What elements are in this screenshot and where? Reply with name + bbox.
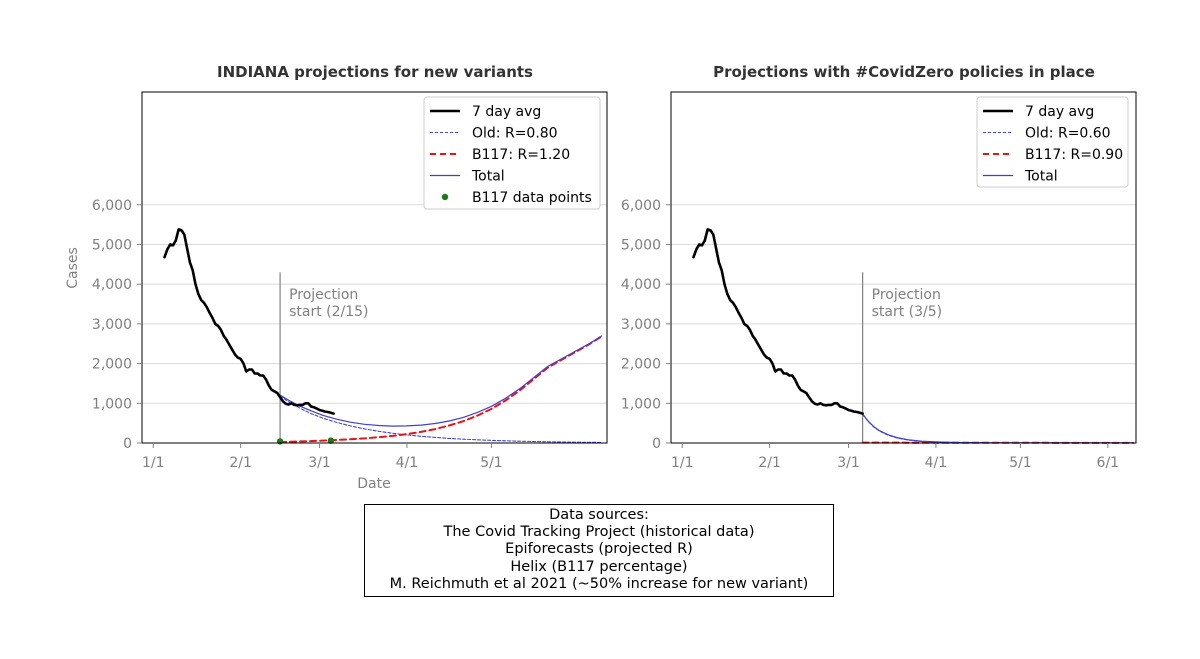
y-tick-label: 6,000	[92, 198, 132, 214]
legend-label: Total	[471, 169, 505, 185]
projection-start-label: start (2/15)	[289, 304, 368, 320]
legend-label: 7 day avg	[1025, 104, 1094, 120]
data-source-line: Helix (B117 percentage)	[510, 558, 688, 575]
data-sources-box: Data sources: The Covid Tracking Project…	[364, 504, 834, 597]
chart-left-y-ticks: 0 1,000 2,000 3,000 4,000 5,000 6,000	[92, 198, 142, 452]
series-line-total	[861, 413, 1134, 444]
series-line-avg	[692, 228, 864, 415]
chart-right-y-ticks: 0 1,000 2,000 3,000 4,000 5,000 6,000	[621, 198, 671, 452]
x-tick-label: 4/1	[396, 455, 419, 471]
chart-left-axes-frame	[141, 91, 608, 444]
chart-left: INDIANA projections for new variants Pro…	[65, 63, 608, 492]
y-tick-label: 3,000	[621, 317, 661, 333]
y-tick-label: 5,000	[621, 237, 661, 253]
y-tick-label: 6,000	[621, 198, 661, 214]
x-tick-label: 2/1	[758, 455, 781, 471]
projection-start-label: start (3/5)	[872, 304, 943, 320]
x-tick-label: 5/1	[1009, 455, 1032, 471]
data-sources-heading: Data sources:	[549, 507, 649, 523]
chart-right-x-ticks: 1/1 2/1 3/1 4/1 5/1 6/1	[671, 443, 1119, 471]
y-tick-label: 3,000	[92, 317, 132, 333]
chart-right-axes-frame	[670, 91, 1137, 444]
legend-box	[976, 96, 1129, 188]
projection-start-label: Projection	[289, 287, 358, 303]
x-tick-label: 3/1	[308, 455, 331, 471]
chart-right-legend: 7 day avg Old: R=0.60 B117: R=0.90 Total	[976, 96, 1129, 188]
y-tick-label: 1,000	[92, 396, 132, 412]
legend-label: Old: R=0.80	[472, 126, 558, 142]
legend-label: B117: R=1.20	[472, 147, 570, 163]
y-tick-label: 0	[123, 436, 132, 452]
y-tick-label: 4,000	[92, 277, 132, 293]
legend-label: B117 data points	[472, 190, 592, 206]
chart-right-title: Projections with #CovidZero policies in …	[713, 63, 1095, 81]
y-tick-label: 0	[652, 436, 661, 452]
data-source-line: The Covid Tracking Project (historical d…	[443, 524, 755, 541]
x-tick-label: 2/1	[229, 455, 252, 471]
chart-left-grid	[142, 204, 607, 444]
x-tick-label: 6/1	[1097, 455, 1120, 471]
series-line-b117	[279, 335, 603, 443]
projection-start-label: Projection	[872, 287, 941, 303]
y-tick-label: 5,000	[92, 237, 132, 253]
chart-left-title: INDIANA projections for new variants	[217, 63, 533, 81]
series-line-old	[279, 395, 602, 443]
series-line-total	[279, 335, 603, 427]
chart-left-legend: 7 day avg Old: R=0.80 B117: R=1.20 Total B11…	[423, 96, 601, 210]
data-source-line: Epiforecasts (projected R)	[505, 541, 693, 558]
x-tick-label: 3/1	[837, 455, 860, 471]
b117-data-point	[276, 438, 284, 445]
legend-marker	[441, 193, 449, 201]
data-source-line: M. Reichmuth et al 2021 (~50% increase f…	[389, 575, 809, 592]
chart-left-y-label: Cases	[65, 247, 81, 289]
y-tick-label: 1,000	[621, 396, 661, 412]
y-tick-label: 4,000	[621, 277, 661, 293]
legend-label: 7 day avg	[472, 104, 541, 120]
x-tick-label: 1/1	[671, 455, 694, 471]
y-tick-label: 2,000	[621, 357, 661, 373]
x-tick-label: 1/1	[142, 455, 165, 471]
chart-right: Projections with #CovidZero policies in …	[621, 63, 1137, 471]
b117-data-point	[327, 437, 335, 444]
x-tick-label: 4/1	[925, 455, 948, 471]
series-line-avg	[163, 228, 335, 415]
chart-left-x-label: Date	[357, 476, 390, 492]
y-tick-label: 2,000	[92, 357, 132, 373]
legend-box	[423, 96, 601, 210]
chart-left-x-ticks: 1/1 2/1 3/1 4/1 5/1	[142, 443, 503, 471]
legend-label: B117: R=0.90	[1025, 147, 1123, 163]
x-tick-label: 5/1	[480, 455, 503, 471]
legend-label: Old: R=0.60	[1025, 126, 1111, 142]
chart-right-grid	[671, 204, 1136, 444]
legend-label: Total	[1024, 169, 1058, 185]
